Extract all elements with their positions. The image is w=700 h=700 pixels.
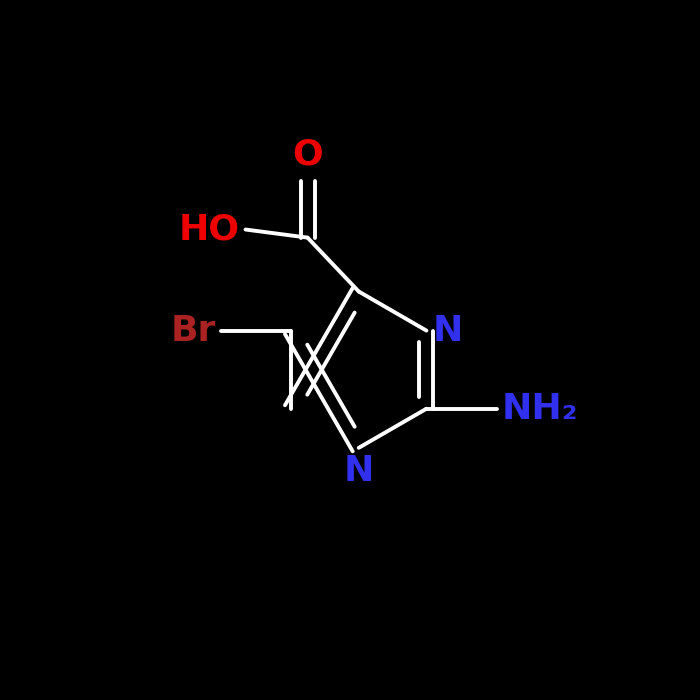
Text: Br: Br [170,314,216,348]
Text: HO: HO [179,213,240,246]
Text: N: N [344,454,374,489]
Text: N: N [433,314,463,348]
Text: O: O [292,137,323,172]
Text: NH₂: NH₂ [502,392,578,426]
